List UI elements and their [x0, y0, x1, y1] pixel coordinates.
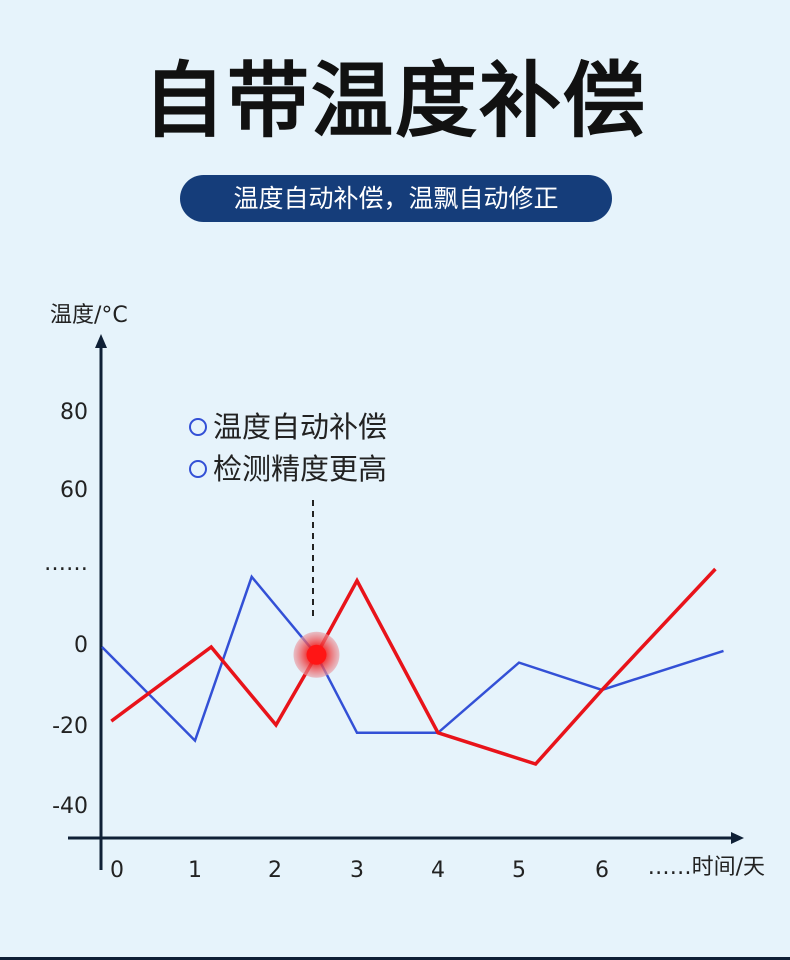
x-axis-title: ……时间/天	[648, 855, 765, 880]
x-tick-label: 1	[188, 858, 202, 883]
x-axis-arrow	[731, 832, 744, 844]
page-title: 自带温度补偿	[142, 54, 647, 149]
x-tick-label: 4	[431, 858, 445, 883]
x-tick-label: 3	[350, 858, 364, 883]
subtitle-badge: 温度自动补偿，温飘自动修正	[180, 175, 612, 222]
y-tick-label: 0	[74, 633, 88, 658]
highlight-point	[306, 644, 327, 665]
y-axis-arrow	[95, 334, 107, 348]
y-tick-label: 60	[60, 478, 88, 503]
x-tick-label: 6	[595, 858, 609, 883]
legend-label: 温度自动补偿	[213, 410, 387, 444]
legend-label: 检测精度更高	[213, 452, 387, 486]
y-tick-label: 80	[60, 400, 88, 425]
x-tick-label: 5	[512, 858, 526, 883]
y-axis-title: 温度/°C	[50, 303, 128, 328]
x-tick-label: 2	[268, 858, 282, 883]
y-tick-label: ……	[44, 551, 88, 576]
bottom-divider	[0, 957, 790, 960]
y-tick-label: -20	[52, 714, 88, 739]
x-tick-label: 0	[110, 858, 124, 883]
y-tick-label: -40	[52, 794, 88, 819]
legend-marker-icon	[189, 418, 207, 436]
blue-series-line	[101, 574, 724, 743]
legend-marker-icon	[189, 460, 207, 478]
red-series-line	[110, 567, 717, 767]
